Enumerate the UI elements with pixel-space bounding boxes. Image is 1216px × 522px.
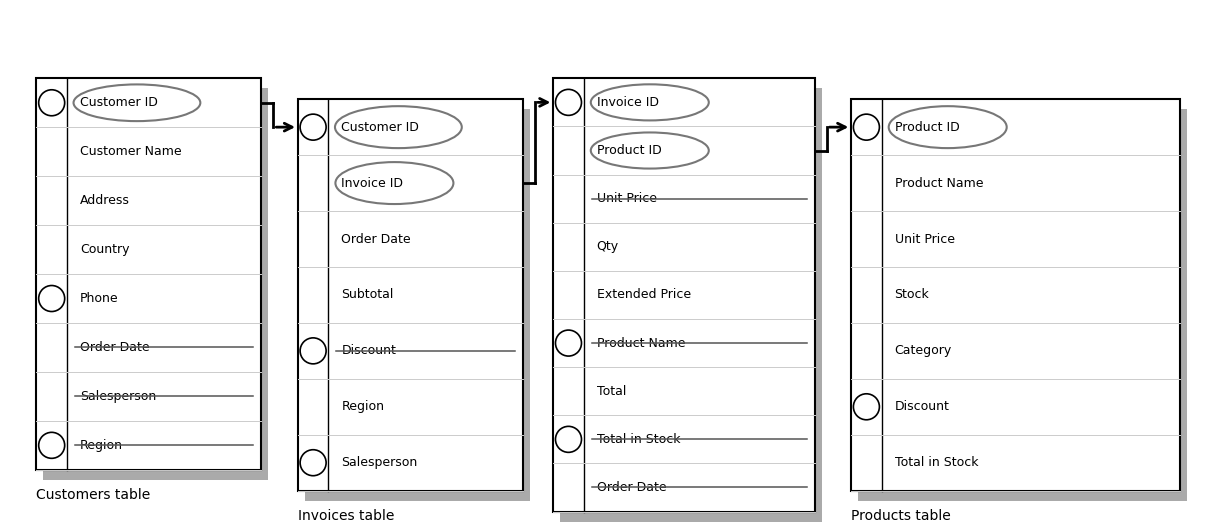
Text: Customer Name: Customer Name bbox=[80, 145, 181, 158]
Text: Unit Price: Unit Price bbox=[597, 192, 657, 205]
Text: Stock: Stock bbox=[895, 289, 929, 301]
Text: Customers table: Customers table bbox=[36, 488, 151, 502]
Bar bbox=[305, 109, 530, 501]
Text: Region: Region bbox=[80, 439, 123, 452]
Text: Discount: Discount bbox=[895, 400, 950, 413]
Text: Invoice ID: Invoice ID bbox=[597, 96, 659, 109]
Text: Product Name: Product Name bbox=[895, 176, 983, 189]
Text: Total in Stock: Total in Stock bbox=[597, 433, 680, 446]
Text: Region: Region bbox=[342, 400, 384, 413]
Bar bbox=[44, 88, 269, 480]
Text: Qty: Qty bbox=[597, 240, 619, 253]
Text: Salesperson: Salesperson bbox=[80, 390, 156, 403]
Text: Discount: Discount bbox=[342, 345, 396, 358]
Text: Order Date: Order Date bbox=[80, 341, 150, 354]
Text: Salesperson: Salesperson bbox=[342, 456, 417, 469]
Bar bbox=[851, 99, 1180, 491]
Bar bbox=[858, 109, 1187, 501]
Text: Product Name: Product Name bbox=[597, 337, 685, 350]
Text: Phone: Phone bbox=[80, 292, 118, 305]
Bar bbox=[561, 88, 822, 521]
Bar bbox=[36, 78, 261, 470]
Text: Products table: Products table bbox=[851, 508, 951, 522]
Bar bbox=[553, 78, 815, 512]
Text: Order Date: Order Date bbox=[597, 481, 666, 494]
Text: Invoices table: Invoices table bbox=[298, 508, 394, 522]
Text: Customer ID: Customer ID bbox=[80, 96, 158, 109]
Text: Address: Address bbox=[80, 194, 130, 207]
Text: Subtotal: Subtotal bbox=[342, 289, 394, 301]
Text: Extended Price: Extended Price bbox=[597, 289, 691, 301]
Text: Product ID: Product ID bbox=[895, 121, 959, 134]
Text: Invoice ID: Invoice ID bbox=[342, 176, 404, 189]
Text: Country: Country bbox=[80, 243, 129, 256]
Bar bbox=[298, 99, 523, 491]
Text: Category: Category bbox=[895, 345, 952, 358]
Text: Total: Total bbox=[597, 385, 626, 398]
Text: Customer ID: Customer ID bbox=[342, 121, 420, 134]
Text: Order Date: Order Date bbox=[342, 232, 411, 245]
Text: Product ID: Product ID bbox=[597, 144, 662, 157]
Text: Unit Price: Unit Price bbox=[895, 232, 955, 245]
Text: Total in Stock: Total in Stock bbox=[895, 456, 978, 469]
